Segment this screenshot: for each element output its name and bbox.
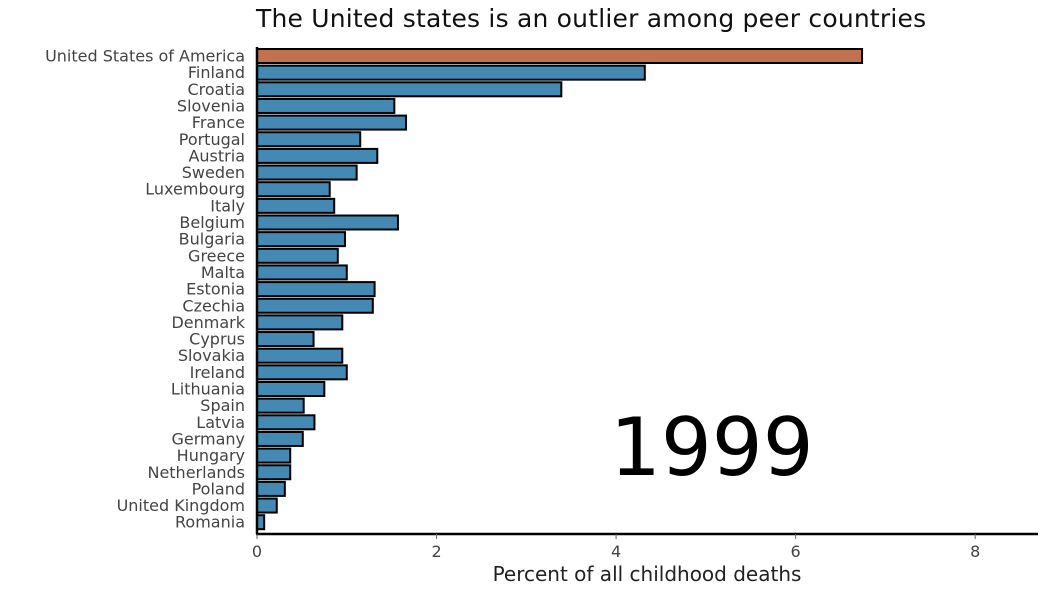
x-tick-label: 2 — [431, 542, 441, 561]
y-tick-label: United States of America — [45, 47, 245, 66]
y-tick-label: Italy — [210, 196, 245, 215]
y-tick-label: Finland — [188, 63, 245, 82]
bar — [256, 414, 316, 431]
bar — [256, 364, 348, 381]
bar — [256, 97, 396, 114]
y-tick-label: France — [192, 113, 245, 132]
bar — [256, 447, 292, 464]
x-tick-label: 6 — [791, 542, 801, 561]
y-tick-label: Poland — [192, 479, 245, 498]
bar — [256, 231, 346, 248]
bar — [256, 480, 286, 497]
bar — [256, 164, 358, 181]
x-tick-label: 8 — [970, 542, 980, 561]
y-tick-label: Romania — [175, 513, 245, 532]
bar — [256, 114, 408, 131]
y-tick-label: Luxembourg — [145, 180, 245, 199]
y-tick-label: Germany — [171, 429, 245, 448]
bar — [256, 147, 379, 164]
y-tick-label: United Kingdom — [117, 496, 245, 515]
chart-title: The United states is an outlier among pe… — [256, 4, 927, 33]
bar — [256, 281, 376, 298]
y-tick-label: Spain — [200, 396, 245, 415]
bar — [256, 264, 348, 281]
y-tick-label: Cyprus — [189, 330, 245, 349]
y-tick-label: Latvia — [196, 413, 245, 432]
bar — [256, 464, 292, 481]
year-label: 1999 — [610, 401, 814, 494]
y-tick-label: Czechia — [182, 296, 245, 315]
bar — [256, 197, 336, 214]
y-tick-label: Bulgaria — [179, 230, 245, 249]
y-tick-label: Sweden — [182, 163, 245, 182]
y-tick-label: Denmark — [171, 313, 245, 332]
bar — [256, 347, 344, 364]
y-tick-label: Netherlands — [147, 463, 245, 482]
bar — [256, 247, 339, 264]
y-tick-label: Slovenia — [177, 96, 245, 115]
bar — [256, 331, 315, 348]
bar — [256, 48, 864, 64]
y-tick-label: Lithuania — [171, 380, 245, 399]
y-tick-label: Slovakia — [178, 346, 245, 365]
y-tick-label: Portugal — [179, 130, 245, 149]
y-tick-label: Belgium — [179, 213, 245, 232]
x-axis-label: Percent of all childhood deaths — [492, 562, 802, 586]
bar — [256, 81, 563, 98]
x-tick-label: 4 — [611, 542, 621, 561]
y-tick-label: Ireland — [190, 363, 245, 382]
bar — [256, 430, 304, 447]
bar — [256, 297, 374, 314]
x-tick-label: 0 — [252, 542, 262, 561]
bar — [256, 64, 646, 81]
bar — [256, 397, 305, 414]
y-tick-label: Hungary — [177, 446, 245, 465]
bar — [256, 131, 362, 148]
bar — [256, 381, 326, 397]
y-tick-label: Croatia — [187, 80, 245, 99]
y-tick-label: Malta — [201, 263, 245, 282]
bar — [256, 314, 344, 331]
bar — [256, 181, 331, 198]
y-tick-label: Austria — [188, 146, 245, 165]
y-tick-label: Estonia — [186, 280, 245, 299]
bar — [256, 214, 399, 231]
bar — [256, 497, 278, 514]
y-tick-label: Greece — [188, 246, 245, 265]
